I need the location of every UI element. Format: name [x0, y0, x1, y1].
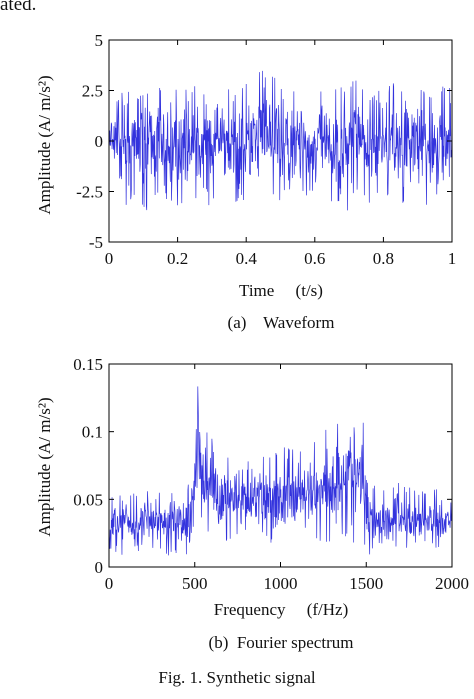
waveform-y-tick-label: -5 [89, 233, 103, 252]
spectrum-y-axis-label: Amplitude (A/ m/s²) [35, 397, 54, 536]
spectrum-chart: 0 500 1000 1500 2000 0.15 0.1 0.05 0 Amplitude (… [35, 355, 469, 652]
waveform-x-axis-label: Time (t/s) [239, 281, 323, 300]
paper-text-fragment: ated. [0, 0, 37, 15]
waveform-x-tick-label: 0.2 [167, 249, 188, 268]
spectrum-y-tick-label: 0 [95, 558, 104, 577]
waveform-y-tick-label: 5 [95, 31, 104, 50]
waveform-plot-area: 0 0.2 0.4 0.6 0.8 1 5 2.5 0 -2.5 -5 [76, 31, 456, 268]
waveform-y-tick-label: 2.5 [82, 82, 103, 101]
spectrum-x-tick-label: 0 [105, 574, 114, 593]
waveform-x-tick-label: 0.4 [236, 249, 258, 268]
spectrum-plot-area: 0 500 1000 1500 2000 0.15 0.1 0.05 0 [73, 355, 469, 593]
figure-caption: Fig. 1. Synthetic signal [158, 668, 316, 687]
spectrum-subcaption: (b) Fourier spectrum [209, 633, 354, 652]
waveform-x-tick-label: 0 [105, 249, 114, 268]
spectrum-series-line [109, 386, 452, 556]
spectrum-x-axis-label: Frequency (f/Hz) [214, 600, 349, 619]
waveform-y-tick-label: -2.5 [76, 183, 103, 202]
spectrum-y-tick-label: 0.1 [82, 423, 103, 442]
waveform-x-tick-label: 1 [448, 249, 457, 268]
waveform-subcaption: (a) Waveform [228, 313, 335, 332]
spectrum-y-tick-label: 0.15 [73, 355, 103, 374]
waveform-x-tick-label: 0.8 [373, 249, 394, 268]
spectrum-y-tick-label: 0.05 [73, 490, 103, 509]
spectrum-x-tick-label: 1000 [264, 574, 298, 593]
waveform-x-tick-label: 0.6 [304, 249, 325, 268]
waveform-chart: 0 0.2 0.4 0.6 0.8 1 5 2.5 0 -2.5 -5 Amplitude (A/ … [35, 31, 456, 332]
spectrum-x-tick-label: 2000 [435, 574, 469, 593]
spectrum-x-tick-label: 1500 [349, 574, 383, 593]
waveform-y-axis-label: Amplitude (A/ m/s²) [35, 75, 54, 214]
spectrum-x-tick-label: 500 [182, 574, 208, 593]
waveform-y-tick-label: 0 [95, 132, 104, 151]
waveform-series-line [109, 70, 452, 211]
